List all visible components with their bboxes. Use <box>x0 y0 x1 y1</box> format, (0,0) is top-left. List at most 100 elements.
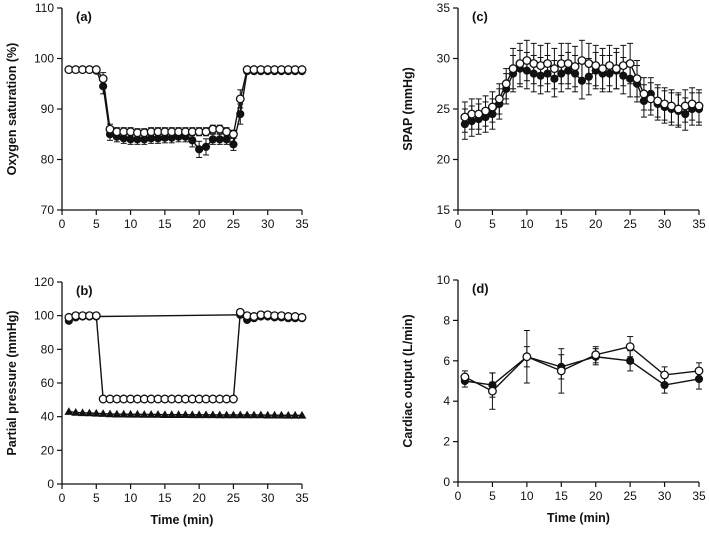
y-tick-label: 15 <box>437 203 451 217</box>
data-point <box>249 410 259 419</box>
y-tick-label: 30 <box>437 52 451 66</box>
y-tick-label: 80 <box>41 153 55 167</box>
x-tick-label: 35 <box>295 217 309 231</box>
series-line <box>464 345 700 392</box>
x-tick-label: 25 <box>623 217 637 231</box>
data-point <box>556 366 566 376</box>
data-point <box>85 408 94 417</box>
data-point <box>256 410 266 419</box>
data-point <box>297 65 307 75</box>
x-tick-label: 10 <box>520 489 534 503</box>
chart-panel-a: 70 80 90 100 110 0 5 10 15 20 25 30 35 Oxygen saturat… <box>5 1 309 231</box>
data-point <box>188 136 197 145</box>
data-point <box>194 410 204 419</box>
x-tick-label: 10 <box>124 491 138 505</box>
y-axis-title: Oxygen saturation (%) <box>5 43 19 176</box>
data-point <box>494 94 504 104</box>
series-circle-open <box>460 330 704 410</box>
y-tick-label: 25 <box>437 102 451 116</box>
data-point <box>543 59 552 68</box>
x-tick-label: 20 <box>589 217 603 231</box>
data-point <box>215 135 224 144</box>
data-point <box>522 352 532 362</box>
x-tick-label: 0 <box>455 489 462 503</box>
data-point <box>632 74 642 84</box>
x-tick-label: 15 <box>158 217 172 231</box>
x-tick-label: 5 <box>93 491 100 505</box>
data-point <box>201 142 211 151</box>
data-point <box>64 407 74 415</box>
x-tick-label: 30 <box>261 491 275 505</box>
x-tick-label: 35 <box>692 489 706 503</box>
data-point <box>229 410 238 419</box>
data-point <box>119 409 129 418</box>
data-point <box>91 408 101 417</box>
data-point <box>229 140 238 149</box>
x-tick-label: 20 <box>192 491 206 505</box>
data-point <box>487 102 497 112</box>
panel-label: (b) <box>76 283 93 298</box>
data-point <box>625 342 635 352</box>
data-point <box>508 64 518 74</box>
data-point <box>91 65 101 75</box>
data-point <box>626 356 635 365</box>
data-point <box>174 410 183 418</box>
x-axis-title: Time (min) <box>151 513 214 527</box>
x-tick-label: 25 <box>623 489 637 503</box>
data-point <box>98 409 108 417</box>
y-tick-label: 8 <box>443 313 450 327</box>
data-point <box>187 410 197 419</box>
data-point <box>694 101 704 111</box>
data-point <box>277 410 286 419</box>
data-point <box>228 394 238 404</box>
data-point <box>91 311 101 321</box>
x-tick-label: 25 <box>227 217 241 231</box>
data-point <box>71 408 81 416</box>
x-tick-label: 30 <box>658 489 672 503</box>
panel-label: (d) <box>472 281 489 296</box>
y-tick-label: 40 <box>41 410 55 424</box>
y-tick-label: 60 <box>41 376 55 390</box>
data-point <box>242 410 252 419</box>
series-line <box>464 355 700 386</box>
x-tick-label: 0 <box>455 217 462 231</box>
y-tick-label: 100 <box>34 52 54 66</box>
y-axis-title: SPAP (mmHg) <box>401 67 415 151</box>
x-tick-label: 5 <box>93 217 100 231</box>
series-circle-open <box>460 39 704 133</box>
chart-panel-c: 15 20 25 30 35 0 5 10 15 20 25 30 35 SPAP (mmHg) (c) <box>401 1 706 231</box>
y-axis-title: Cardiac output (L/min) <box>401 314 415 447</box>
data-point <box>625 59 635 68</box>
data-point <box>235 94 245 104</box>
data-point <box>290 410 300 419</box>
data-point <box>201 410 211 419</box>
data-point <box>297 410 307 419</box>
x-axis-title: Time (min) <box>547 511 610 525</box>
data-point <box>694 366 704 376</box>
y-tick-label: 2 <box>443 435 450 449</box>
data-point <box>660 370 670 380</box>
panel-label: (c) <box>472 9 488 24</box>
data-point <box>591 350 601 360</box>
data-point <box>98 74 108 84</box>
x-tick-label: 20 <box>589 489 603 503</box>
x-tick-label: 15 <box>555 489 569 503</box>
data-point <box>283 410 293 419</box>
data-point <box>235 410 245 419</box>
data-point <box>195 145 204 154</box>
data-point <box>481 106 490 116</box>
y-tick-label: 6 <box>443 354 450 368</box>
y-tick-label: 35 <box>437 1 451 15</box>
x-tick-label: 15 <box>555 217 569 231</box>
data-point <box>146 410 156 418</box>
y-tick-label: 80 <box>41 342 55 356</box>
y-tick-label: 20 <box>41 443 55 457</box>
data-point <box>228 129 238 139</box>
data-point <box>235 307 245 317</box>
data-point <box>487 386 497 396</box>
data-point <box>208 410 218 419</box>
x-tick-label: 25 <box>227 491 241 505</box>
data-point <box>215 410 225 419</box>
y-tick-label: 10 <box>437 273 451 287</box>
x-tick-label: 0 <box>59 491 66 505</box>
